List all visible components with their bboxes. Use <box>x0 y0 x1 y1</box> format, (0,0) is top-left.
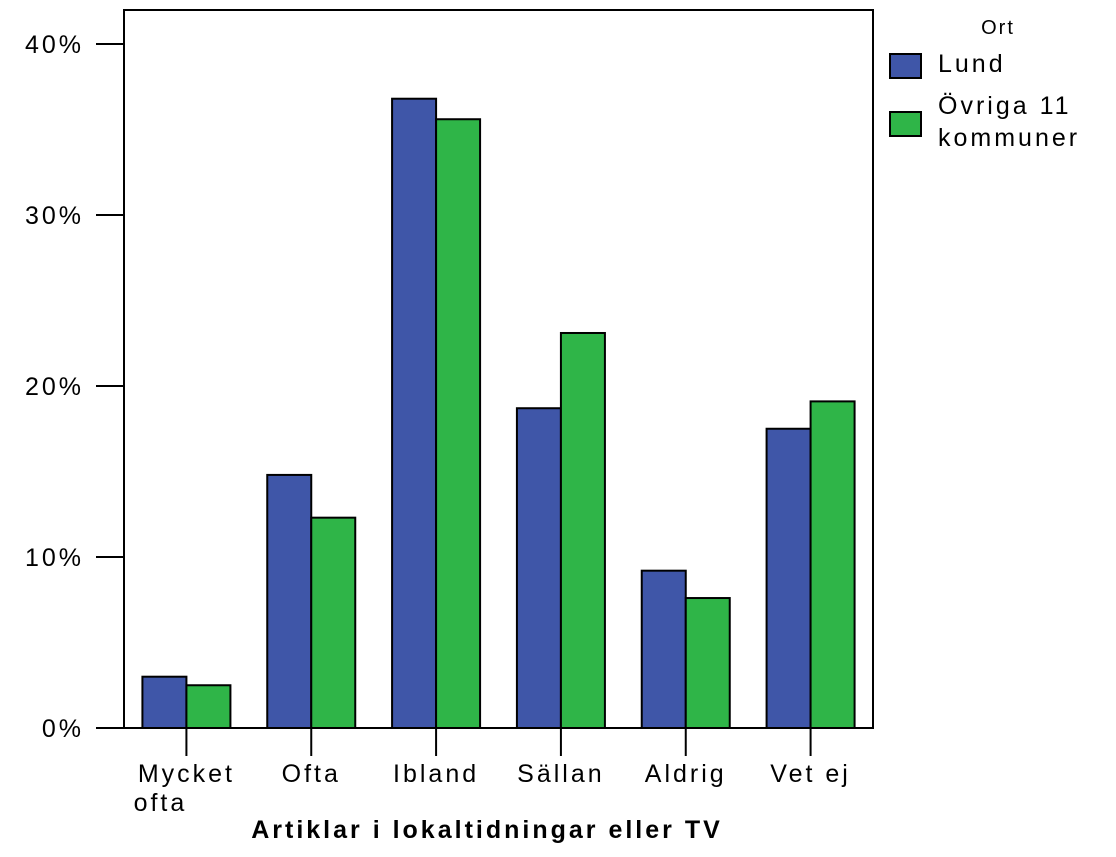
bar <box>391 97 438 730</box>
legend-label: Lund <box>938 50 1006 78</box>
plot-frame <box>123 9 874 729</box>
legend-swatch <box>889 53 922 79</box>
legend-label: Övriga 11 <box>938 92 1072 120</box>
x-tick-label: Sällan <box>517 760 605 788</box>
x-tick-label: ofta <box>134 789 188 817</box>
legend-swatch <box>889 111 922 137</box>
legend-title: Ort <box>981 17 1015 39</box>
y-tick-label: 20% <box>25 373 84 401</box>
bar <box>684 597 731 729</box>
x-tick-label: Ofta <box>282 760 341 788</box>
y-tick-label: 40% <box>25 31 84 59</box>
bar <box>266 473 313 730</box>
y-tick-label: 30% <box>25 202 84 230</box>
plot-area <box>123 9 874 730</box>
x-tick-label: Mycket <box>138 760 235 788</box>
y-tick-label: 0% <box>42 715 84 743</box>
x-tick-label: Vet ej <box>770 760 851 788</box>
bar <box>515 407 562 729</box>
bar <box>559 331 606 729</box>
y-tick-label: 10% <box>25 544 84 572</box>
y-axis: 0% 10% 20% 30% 40% <box>25 31 124 743</box>
legend-label: kommuner <box>938 124 1080 152</box>
x-axis-title: Artiklar i lokaltidningar eller TV <box>251 816 723 844</box>
legend: Ort Lund Övriga 11 kommuner <box>889 17 1080 152</box>
bar <box>809 400 856 729</box>
x-tick-label: Ibland <box>393 760 479 788</box>
bar <box>141 675 188 730</box>
bar <box>310 516 357 729</box>
bar <box>185 684 232 729</box>
x-tick-label: Aldrig <box>645 760 727 788</box>
bar <box>765 427 812 729</box>
bar <box>640 569 687 729</box>
bar <box>435 118 482 730</box>
